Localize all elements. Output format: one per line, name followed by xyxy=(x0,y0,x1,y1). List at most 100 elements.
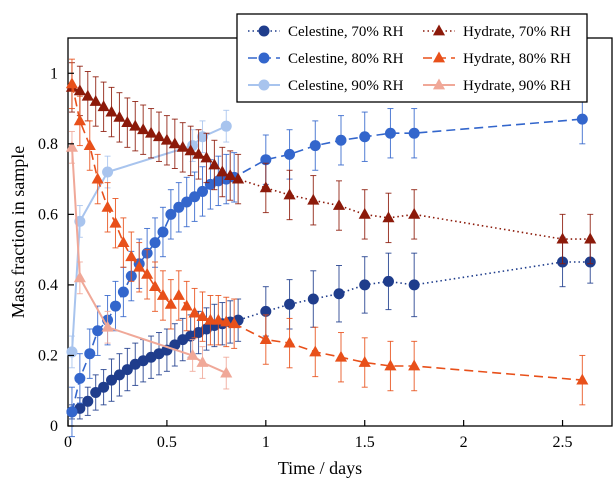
series-1 xyxy=(66,236,596,420)
data-point xyxy=(307,293,319,305)
data-point xyxy=(91,172,104,184)
legend-marker xyxy=(432,24,446,36)
data-point xyxy=(220,120,232,132)
data-point xyxy=(117,236,130,247)
data-point xyxy=(66,346,78,358)
data-point xyxy=(283,188,296,200)
y-axis-ticks: 0 0.2 0.4 0.6 0.8 1 xyxy=(38,65,74,435)
series-4 xyxy=(65,62,597,265)
data-point xyxy=(92,325,104,337)
data-point xyxy=(333,288,345,300)
series-2 xyxy=(66,93,588,438)
data-point xyxy=(384,127,396,139)
data-point xyxy=(109,216,122,228)
data-point xyxy=(359,131,371,143)
series-line xyxy=(71,118,583,413)
data-point xyxy=(73,114,86,126)
legend-box xyxy=(236,13,588,103)
data-point xyxy=(382,211,395,223)
data-point xyxy=(186,348,199,360)
data-point xyxy=(82,395,94,407)
x-tick-label: 1 xyxy=(262,434,270,451)
data-point xyxy=(129,119,142,131)
data-point xyxy=(200,151,213,163)
data-point xyxy=(181,196,193,208)
data-point xyxy=(283,336,296,348)
y-tick-label: 0.2 xyxy=(38,347,58,364)
x-tick-label: 0 xyxy=(64,434,72,451)
data-point xyxy=(228,317,241,329)
data-point xyxy=(307,193,320,205)
data-point xyxy=(83,139,96,150)
data-point xyxy=(260,154,272,166)
data-point xyxy=(165,208,177,220)
data-point xyxy=(102,166,114,178)
data-point xyxy=(260,305,272,317)
data-point xyxy=(164,297,177,309)
legend-label: Celestine, 80% RH xyxy=(288,51,404,67)
data-point xyxy=(408,207,421,219)
legend-label: Celestine, 90% RH xyxy=(288,78,404,94)
data-point xyxy=(216,165,229,177)
x-tick-label: 2.5 xyxy=(553,434,573,451)
data-point xyxy=(309,345,322,357)
data-point xyxy=(73,84,86,96)
data-point xyxy=(97,100,110,112)
legend: Celestine, 70% RH Celestine, 80% RH Celest… xyxy=(236,13,588,103)
data-point xyxy=(197,185,209,197)
data-point xyxy=(224,169,237,180)
data-point xyxy=(113,110,126,122)
data-point xyxy=(148,280,162,292)
data-point xyxy=(81,89,94,101)
data-point xyxy=(156,289,170,300)
data-point xyxy=(259,181,272,193)
data-point xyxy=(121,364,133,376)
data-point xyxy=(101,200,114,212)
data-point xyxy=(101,320,114,332)
data-point xyxy=(384,359,397,371)
data-point xyxy=(408,127,420,139)
data-point xyxy=(125,250,138,262)
data-point xyxy=(65,77,79,89)
data-point xyxy=(157,226,169,238)
series-layer xyxy=(65,58,597,438)
legend-marker xyxy=(432,51,446,63)
data-point xyxy=(173,201,185,213)
data-point xyxy=(184,144,197,156)
data-point xyxy=(334,350,348,362)
data-point xyxy=(160,133,173,145)
data-point xyxy=(90,386,102,398)
legend-label: Celestine, 70% RH xyxy=(288,24,404,40)
legend-marker xyxy=(258,52,270,64)
data-point xyxy=(259,333,272,344)
data-point xyxy=(109,300,121,312)
x-tick-label: 2 xyxy=(460,434,468,451)
data-point xyxy=(65,140,79,152)
data-point xyxy=(189,191,201,203)
data-point xyxy=(145,126,158,138)
data-point xyxy=(168,137,181,149)
x-axis-ticks: 0 0.5 1 1.5 2 2.5 xyxy=(64,420,573,451)
data-point xyxy=(149,237,161,249)
data-point xyxy=(212,313,225,325)
data-point xyxy=(382,275,394,287)
data-point xyxy=(576,113,588,125)
legend-marker xyxy=(432,78,446,90)
data-point xyxy=(576,373,589,385)
y-tick-label: 1 xyxy=(50,65,58,82)
x-tick-label: 1.5 xyxy=(355,434,375,451)
data-point xyxy=(180,299,193,311)
data-point xyxy=(197,131,209,143)
legend-marker xyxy=(258,25,270,37)
legend-label: Hydrate, 80% RH xyxy=(463,51,571,67)
legend-marker xyxy=(258,79,270,91)
data-point xyxy=(137,123,150,135)
data-point xyxy=(359,279,371,291)
legend-label: Hydrate, 70% RH xyxy=(463,24,571,40)
data-point xyxy=(408,279,420,291)
legend-label: Hydrate, 90% RH xyxy=(463,78,571,94)
x-tick-label: 0.5 xyxy=(157,434,177,451)
data-point xyxy=(220,315,233,327)
data-point xyxy=(332,199,346,210)
